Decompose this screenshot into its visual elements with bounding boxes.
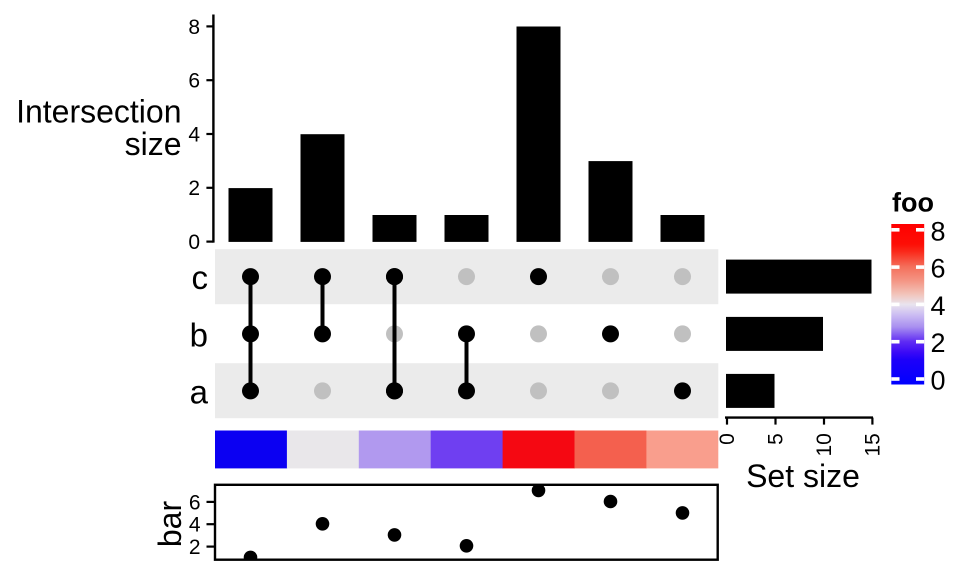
svg-text:2: 2 xyxy=(188,177,200,200)
svg-text:4: 4 xyxy=(188,123,200,146)
svg-text:0: 0 xyxy=(188,231,200,254)
svg-text:foo: foo xyxy=(892,188,934,218)
svg-text:5: 5 xyxy=(765,433,788,445)
svg-text:6: 6 xyxy=(931,254,946,284)
svg-text:4: 4 xyxy=(931,291,946,321)
svg-text:10: 10 xyxy=(813,433,836,456)
svg-text:0: 0 xyxy=(931,366,946,396)
svg-text:8: 8 xyxy=(931,216,946,246)
svg-text:6: 6 xyxy=(188,70,200,93)
svg-text:6: 6 xyxy=(189,491,201,514)
svg-text:Set size: Set size xyxy=(746,458,860,494)
svg-text:0: 0 xyxy=(716,433,739,445)
svg-text:Intersection: Intersection xyxy=(16,94,181,130)
svg-text:2: 2 xyxy=(931,328,946,358)
svg-text:b: b xyxy=(190,316,208,353)
svg-text:c: c xyxy=(192,259,209,296)
svg-text:size: size xyxy=(125,126,182,162)
svg-text:bar: bar xyxy=(152,501,188,548)
svg-text:4: 4 xyxy=(189,514,201,537)
svg-text:2: 2 xyxy=(189,536,201,559)
svg-text:15: 15 xyxy=(862,433,885,456)
svg-text:a: a xyxy=(190,373,209,410)
svg-text:8: 8 xyxy=(188,16,200,39)
